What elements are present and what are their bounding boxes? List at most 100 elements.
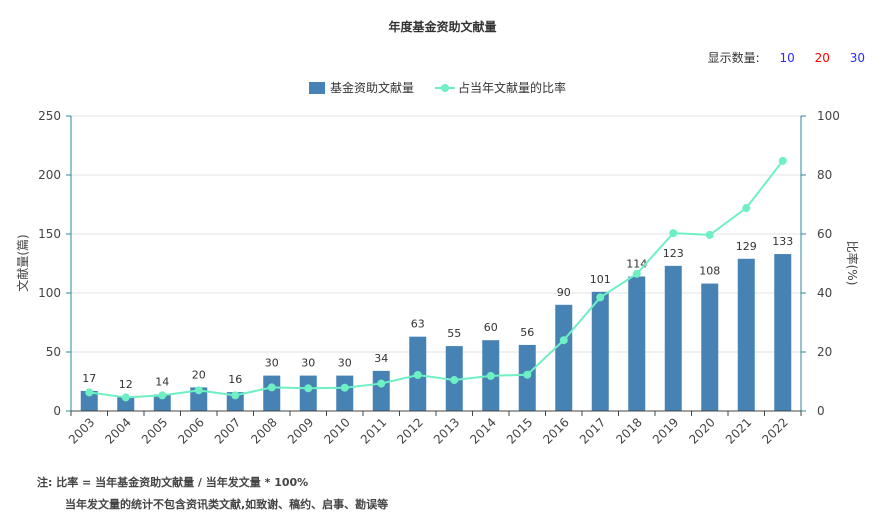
bar[interactable] [190, 387, 208, 411]
y2-tick-label: 0 [817, 404, 825, 418]
y2-tick-label: 40 [817, 286, 832, 300]
bar-series: 17 12 14 20 16 30 30 30 34 63 55 60 56 90 101 114 123 108… [80, 235, 793, 411]
bar-value-label: 55 [447, 327, 461, 340]
x-tick-label: 2022 [759, 415, 790, 446]
ratio-point[interactable] [632, 269, 641, 278]
ratio-point[interactable] [85, 388, 94, 397]
ratio-point[interactable] [194, 386, 203, 395]
ratio-point[interactable] [304, 384, 313, 393]
bar[interactable] [336, 375, 354, 411]
ratio-point[interactable] [559, 336, 568, 345]
bar[interactable] [664, 265, 682, 411]
bar-value-label: 133 [772, 235, 793, 248]
x-tick-label: 2009 [285, 415, 316, 446]
bar-value-label: 14 [155, 375, 169, 388]
y-tick-label: 0 [53, 404, 61, 418]
y2-tick-label: 20 [817, 345, 832, 359]
y-axis-label: 文献量(篇) [15, 234, 30, 291]
x-tick-label: 2012 [394, 415, 425, 446]
x-tick-label: 2008 [248, 415, 279, 446]
ratio-point[interactable] [778, 156, 787, 165]
ratio-point[interactable] [742, 204, 751, 213]
legend-bar-label[interactable]: 基金资助文献量 [330, 80, 414, 95]
bar[interactable] [80, 390, 98, 411]
bar-value-label: 108 [699, 265, 720, 278]
bar-value-label: 129 [736, 240, 757, 253]
chart-title: 年度基金资助文献量 [388, 20, 497, 34]
bar-value-label: 101 [590, 273, 611, 286]
y-tick-label: 250 [38, 109, 61, 123]
ratio-point[interactable] [523, 370, 532, 379]
bar-value-label: 30 [265, 357, 279, 370]
ratio-line [89, 160, 784, 399]
bar[interactable] [555, 304, 573, 411]
y-tick-label: 200 [38, 168, 61, 182]
ratio-point[interactable] [705, 230, 714, 239]
count-option-10[interactable]: 10 [779, 51, 795, 65]
x-tick-label: 2021 [723, 415, 754, 446]
ratio-point[interactable] [377, 379, 386, 388]
x-tick-label: 2011 [358, 415, 389, 446]
y-tick-label: 100 [38, 286, 61, 300]
count-option-30[interactable]: 30 [849, 51, 865, 65]
x-tick-label: 2020 [686, 415, 717, 446]
bar-value-label: 12 [119, 378, 133, 391]
ratio-point[interactable] [158, 391, 167, 400]
bar-value-label: 16 [228, 373, 242, 386]
x-tick-label: 2003 [66, 415, 97, 446]
display-count-label: 显示数量: [707, 51, 760, 65]
bar-value-label: 17 [82, 372, 96, 385]
y-tick-label: 150 [38, 227, 61, 241]
legend-line-label[interactable]: 占当年文献量的比率 [458, 80, 566, 95]
x-tick-label: 2017 [577, 415, 608, 446]
bar[interactable] [372, 370, 390, 411]
bar[interactable] [591, 291, 609, 411]
bar-value-label: 30 [301, 357, 315, 370]
x-tick-label: 2019 [650, 415, 681, 446]
note-line-2: 当年发文量的统计不包含资讯类文献,如致谢、稿约、启事、勘误等 [65, 498, 389, 511]
ratio-point[interactable] [413, 371, 422, 380]
y2-tick-label: 80 [817, 168, 832, 182]
bar-value-label: 123 [663, 247, 684, 260]
legend-bar-swatch[interactable] [309, 82, 325, 94]
x-tick-label: 2013 [431, 415, 462, 446]
y2-axis-label: 比率(%) [845, 241, 860, 286]
line-series [85, 156, 787, 402]
gridlines [71, 115, 801, 412]
count-option-20[interactable]: 20 [814, 51, 830, 65]
ratio-point[interactable] [267, 383, 276, 392]
ratio-point[interactable] [450, 376, 459, 385]
note-line-1: 注: 比率 = 当年基金资助文献量 / 当年发文量 * 100% [37, 476, 309, 489]
bar[interactable] [701, 283, 719, 411]
bar-value-label: 90 [557, 286, 571, 299]
bar[interactable] [226, 392, 244, 411]
bar[interactable] [628, 276, 646, 411]
bar-value-label: 60 [484, 321, 498, 334]
bar-value-label: 114 [626, 257, 647, 270]
x-tick-label: 2016 [540, 415, 571, 446]
bar[interactable] [737, 258, 755, 411]
bar-value-label: 30 [338, 357, 352, 370]
bar-value-label: 34 [374, 352, 388, 365]
x-tick-label: 2004 [102, 415, 133, 446]
bar[interactable] [774, 254, 792, 411]
bar[interactable] [117, 396, 135, 411]
x-tick-label: 2014 [467, 415, 498, 446]
x-tick-label: 2005 [139, 415, 170, 446]
ratio-point[interactable] [231, 391, 240, 400]
legend: 基金资助文献量 占当年文献量的比率 [309, 80, 566, 95]
bar[interactable] [263, 375, 281, 411]
ratio-point[interactable] [486, 371, 495, 380]
ratio-point[interactable] [596, 293, 605, 302]
display-count-selector: 显示数量: 10 20 30 [708, 49, 865, 66]
bar[interactable] [299, 375, 317, 411]
x-tick-label: 2006 [175, 415, 206, 446]
bar[interactable] [153, 394, 171, 411]
ratio-point[interactable] [121, 393, 130, 402]
y2-tick-label: 100 [817, 109, 840, 123]
x-tick-label: 2010 [321, 415, 352, 446]
ratio-point[interactable] [340, 383, 349, 392]
ratio-point[interactable] [669, 229, 678, 238]
bar-value-label: 63 [411, 318, 425, 331]
